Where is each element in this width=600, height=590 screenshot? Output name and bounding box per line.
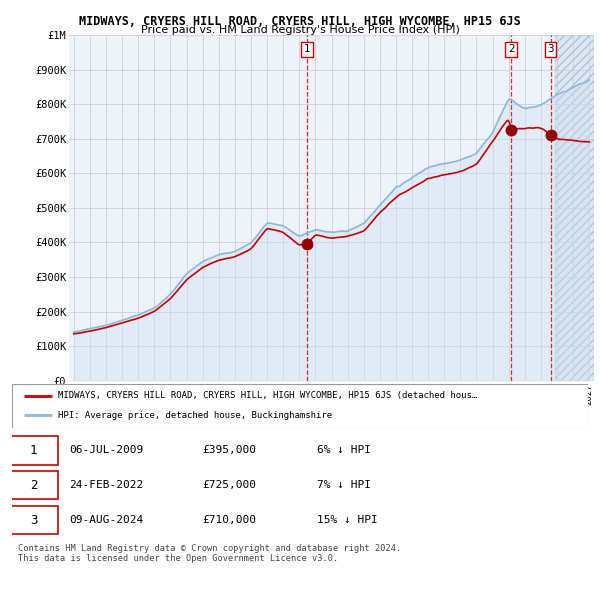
Text: 2: 2 (508, 44, 514, 54)
Text: MIDWAYS, CRYERS HILL ROAD, CRYERS HILL, HIGH WYCOMBE, HP15 6JS: MIDWAYS, CRYERS HILL ROAD, CRYERS HILL, … (79, 15, 521, 28)
Text: 2: 2 (30, 478, 37, 492)
Text: MIDWAYS, CRYERS HILL ROAD, CRYERS HILL, HIGH WYCOMBE, HP15 6JS (detached hous…: MIDWAYS, CRYERS HILL ROAD, CRYERS HILL, … (58, 391, 478, 401)
FancyBboxPatch shape (9, 436, 58, 464)
Text: 3: 3 (30, 514, 37, 527)
Text: HPI: Average price, detached house, Buckinghamshire: HPI: Average price, detached house, Buck… (58, 411, 332, 420)
Text: 1: 1 (304, 44, 311, 54)
Text: 7% ↓ HPI: 7% ↓ HPI (317, 480, 371, 490)
Text: Price paid vs. HM Land Registry's House Price Index (HPI): Price paid vs. HM Land Registry's House … (140, 25, 460, 35)
Text: Contains HM Land Registry data © Crown copyright and database right 2024.
This d: Contains HM Land Registry data © Crown c… (18, 544, 401, 563)
Text: 6% ↓ HPI: 6% ↓ HPI (317, 445, 371, 455)
FancyBboxPatch shape (9, 506, 58, 535)
FancyBboxPatch shape (9, 471, 58, 500)
Text: 15% ↓ HPI: 15% ↓ HPI (317, 515, 378, 525)
Text: £395,000: £395,000 (202, 445, 256, 455)
Text: 3: 3 (547, 44, 554, 54)
Text: £725,000: £725,000 (202, 480, 256, 490)
Text: 09-AUG-2024: 09-AUG-2024 (70, 515, 144, 525)
Text: 06-JUL-2009: 06-JUL-2009 (70, 445, 144, 455)
Text: 1: 1 (30, 444, 37, 457)
Text: £710,000: £710,000 (202, 515, 256, 525)
Text: 24-FEB-2022: 24-FEB-2022 (70, 480, 144, 490)
FancyBboxPatch shape (12, 384, 588, 428)
